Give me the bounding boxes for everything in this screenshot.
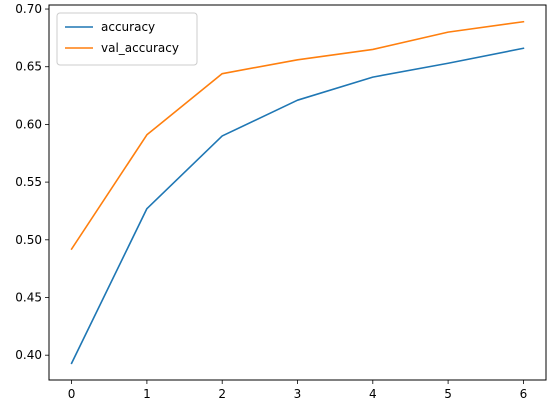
series-lines [70, 20, 525, 365]
x-tick-label: 6 [520, 387, 528, 401]
x-tick-label: 4 [369, 387, 377, 401]
y-axis-ticks: 0.40 0.45 0.50 0.55 0.60 0.65 0.70 [15, 2, 49, 362]
x-axis-ticks: 0 1 2 3 4 5 6 [68, 380, 527, 401]
x-tick-label: 1 [143, 387, 151, 401]
x-tick-label: 3 [294, 387, 302, 401]
legend-box [56, 12, 198, 66]
legend: accuracy val_accuracy [56, 12, 198, 66]
y-tick-label: 0.50 [15, 233, 42, 247]
y-tick-label: 0.45 [15, 291, 42, 305]
y-tick-label: 0.60 [15, 117, 42, 131]
legend-label-accuracy: accuracy [101, 20, 155, 34]
y-tick-label: 0.70 [15, 2, 42, 16]
plot-frame [48, 4, 547, 381]
x-tick-label: 0 [68, 387, 76, 401]
y-tick-label: 0.65 [15, 60, 42, 74]
plot-area [49, 5, 546, 380]
series-line-val-accuracy [70, 20, 525, 251]
legend-label-val-accuracy: val_accuracy [101, 41, 179, 55]
y-tick-label: 0.55 [15, 175, 42, 189]
x-tick-label: 2 [218, 387, 226, 401]
y-tick-label: 0.40 [15, 348, 42, 362]
series-line-accuracy [70, 47, 525, 365]
x-tick-label: 5 [444, 387, 452, 401]
